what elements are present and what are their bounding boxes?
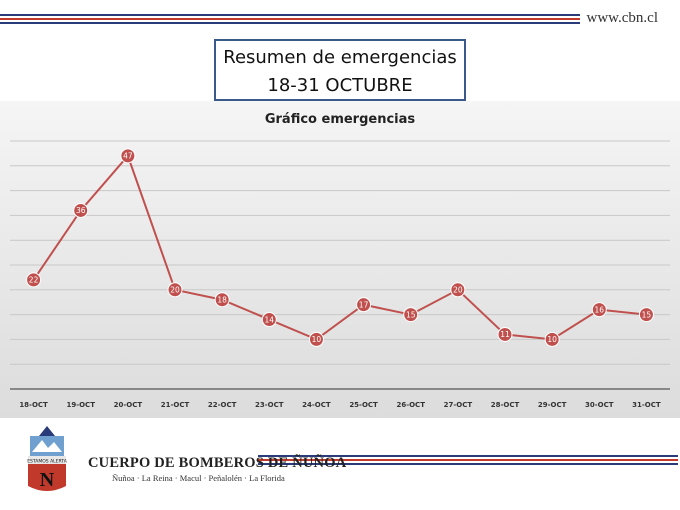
data-point bbox=[167, 282, 183, 298]
x-tick-label: 28-OCT bbox=[491, 401, 520, 409]
top-stripe-red bbox=[0, 18, 580, 20]
data-point bbox=[638, 307, 654, 323]
emblem-letter: N bbox=[40, 469, 55, 491]
data-label: 15 bbox=[642, 310, 652, 319]
data-point bbox=[497, 326, 513, 342]
x-tick-label: 30-OCT bbox=[585, 401, 614, 409]
data-label: 36 bbox=[76, 206, 86, 215]
chart-panel: Gráfico emergencias 18-OCT 19-OCT 20-OCT 21… bbox=[0, 101, 680, 418]
x-tick-label: 31-OCT bbox=[632, 401, 661, 409]
series-line bbox=[32, 153, 647, 341]
data-point bbox=[403, 307, 419, 323]
data-label: 14 bbox=[265, 315, 275, 324]
slide-title: Resumen de emergencias bbox=[223, 47, 457, 68]
x-tick-label: 18-OCT bbox=[19, 401, 48, 409]
x-tick-label: 21-OCT bbox=[161, 401, 190, 409]
data-label: 20 bbox=[453, 286, 463, 295]
x-tick-label: 26-OCT bbox=[396, 401, 425, 409]
fire-department-emblem-icon: ESTAMOS ALERTA N bbox=[27, 426, 68, 491]
data-label: 16 bbox=[595, 305, 605, 314]
x-tick-label: 22-OCT bbox=[208, 401, 237, 409]
data-points: 22 36 47 20 18 14 10 17 15 20 11 10 16 15 bbox=[26, 148, 654, 347]
x-tick-label: 29-OCT bbox=[538, 401, 567, 409]
site-url[interactable]: www.cbn.cl bbox=[586, 10, 658, 26]
data-point bbox=[450, 282, 466, 298]
data-point bbox=[261, 312, 277, 328]
data-point bbox=[73, 202, 89, 218]
top-stripe-blue bbox=[0, 14, 580, 16]
data-point bbox=[591, 302, 607, 318]
x-tick-label: 19-OCT bbox=[66, 401, 95, 409]
chart-title: Gráfico emergencias bbox=[265, 112, 416, 127]
data-label: 22 bbox=[29, 276, 39, 285]
data-point bbox=[26, 272, 42, 288]
x-tick-label: 27-OCT bbox=[444, 401, 473, 409]
series-line-path bbox=[32, 153, 647, 341]
data-label: 10 bbox=[312, 335, 322, 344]
x-tick-label: 24-OCT bbox=[302, 401, 331, 409]
data-label: 20 bbox=[170, 286, 180, 295]
data-label: 47 bbox=[123, 152, 133, 161]
data-point bbox=[356, 297, 372, 313]
x-axis-labels: 18-OCT 19-OCT 20-OCT 21-OCT 22-OCT 23-OCT 24-O… bbox=[19, 401, 661, 409]
data-label: 11 bbox=[500, 330, 510, 339]
x-tick-label: 25-OCT bbox=[349, 401, 378, 409]
data-label: 17 bbox=[359, 300, 369, 309]
top-stripe-blue-2 bbox=[0, 22, 580, 24]
x-tick-label: 23-OCT bbox=[255, 401, 284, 409]
data-label: 18 bbox=[217, 296, 227, 305]
data-point bbox=[120, 148, 136, 164]
slide-subtitle: 18-31 OCTUBRE bbox=[267, 75, 413, 96]
data-point bbox=[214, 292, 230, 308]
slide-title-box: Resumen de emergencias 18-31 OCTUBRE bbox=[214, 39, 466, 101]
emblem-motto: ESTAMOS ALERTA bbox=[27, 459, 68, 465]
bottom-stripe-blue bbox=[258, 455, 678, 457]
data-label: 10 bbox=[547, 335, 557, 344]
x-tick-label: 20-OCT bbox=[114, 401, 143, 409]
data-point bbox=[544, 331, 560, 347]
bottom-stripe-red bbox=[258, 459, 678, 461]
data-point bbox=[308, 331, 324, 347]
organization-name: CUERPO DE BOMBEROS DE ÑUÑOA bbox=[88, 455, 347, 471]
organization-communes: Ñuñoa · La Reina · Macul · Peñalolén · L… bbox=[112, 473, 285, 483]
data-label: 15 bbox=[406, 310, 416, 319]
line-chart: Gráfico emergencias 18-OCT 19-OCT 20-OCT 21… bbox=[10, 112, 670, 409]
bottom-stripe-blue-2 bbox=[258, 463, 678, 465]
